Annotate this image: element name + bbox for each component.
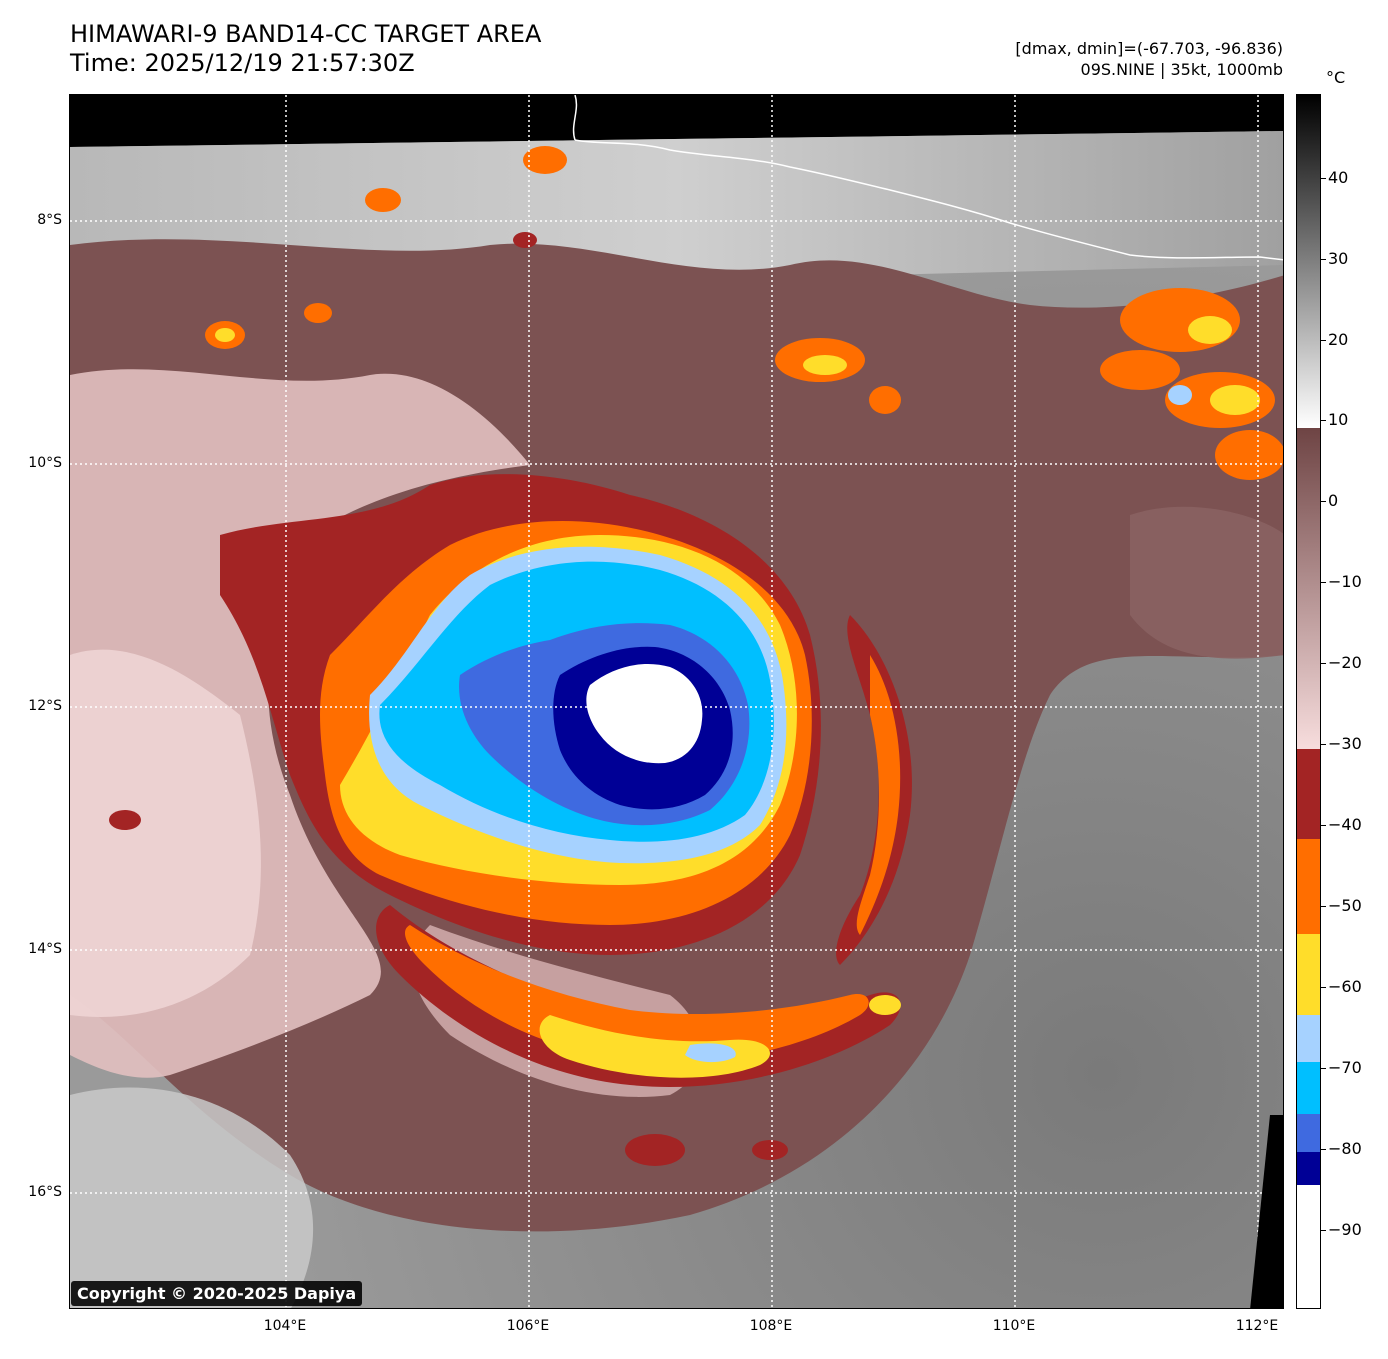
spiral-band-orange xyxy=(405,925,869,1063)
colorbar-tick xyxy=(1321,582,1326,583)
colorbar-tick xyxy=(1321,1230,1326,1231)
northeast-convective-cells xyxy=(775,288,1283,480)
colorbar-label-minus70: −70 xyxy=(1328,1058,1362,1077)
colorbar-navy xyxy=(1297,1152,1320,1185)
lon-label-108e: 108°E xyxy=(749,1318,793,1334)
lat-label-16s: 16°S xyxy=(28,1184,62,1200)
satellite-imagery xyxy=(70,95,1283,1308)
lon-label-104e: 104°E xyxy=(263,1318,307,1334)
east-land-mass xyxy=(1130,506,1283,659)
colorbar-label-0: 0 xyxy=(1328,491,1339,510)
colorbar-label-40: 40 xyxy=(1328,168,1349,187)
storm-info: [dmax, dmin]=(-67.703, -96.836) 09S.NINE… xyxy=(1015,38,1283,80)
colorbar-tick xyxy=(1321,663,1326,664)
colorbar-scale xyxy=(1297,95,1320,1308)
colorbar-unit: °C xyxy=(1326,68,1346,87)
east-band-orange xyxy=(856,655,901,935)
lon-label-106e: 106°E xyxy=(506,1318,550,1334)
colorbar-tick xyxy=(1321,501,1326,502)
map-title: HIMAWARI-9 BAND14-CC TARGET AREA Time: 2… xyxy=(70,20,541,78)
clear-patch-southwest xyxy=(70,1087,314,1308)
east-band-brown xyxy=(836,615,912,965)
satellite-map xyxy=(69,94,1284,1309)
colorbar-brown xyxy=(1297,749,1320,839)
spiral-band-lightblue xyxy=(685,1043,736,1063)
colorbar-tick xyxy=(1321,825,1326,826)
cirrus-pink-west xyxy=(70,649,261,1017)
colorbar-tick xyxy=(1321,259,1326,260)
central-dense-overcast xyxy=(220,474,821,955)
cdo-eye-white xyxy=(586,664,703,764)
colorbar-pink-segment xyxy=(1297,428,1320,749)
coastline xyxy=(574,139,1283,261)
colorbar xyxy=(1296,94,1321,1309)
lat-label-12s: 12°S xyxy=(28,698,62,714)
colorbar-label-minus20: −20 xyxy=(1328,653,1362,672)
colorbar-tick xyxy=(1321,178,1326,179)
colorbar-label-10: 10 xyxy=(1328,410,1349,429)
colorbar-white xyxy=(1297,1185,1320,1308)
colorbar-tick xyxy=(1321,420,1326,421)
colorbar-yellow xyxy=(1297,934,1320,1015)
colorbar-label-minus60: −60 xyxy=(1328,977,1362,996)
colorbar-cyan xyxy=(1297,1062,1320,1114)
colorbar-tick xyxy=(1321,744,1326,745)
dmax-dmin-line: [dmax, dmin]=(-67.703, -96.836) xyxy=(1015,39,1283,58)
title-line-1: HIMAWARI-9 BAND14-CC TARGET AREA xyxy=(70,20,542,48)
colorbar-orange xyxy=(1297,839,1320,934)
colorbar-label-minus30: −30 xyxy=(1328,734,1362,753)
colorbar-label-30: 30 xyxy=(1328,249,1349,268)
no-data-edge xyxy=(1250,1115,1283,1308)
colorbar-tick xyxy=(1321,906,1326,907)
lat-label-14s: 14°S xyxy=(28,941,62,957)
colorbar-label-20: 20 xyxy=(1328,330,1349,349)
colorbar-label-minus10: −10 xyxy=(1328,572,1362,591)
copyright-label: Copyright © 2020-2025 Dapiya xyxy=(71,1281,363,1306)
title-time-line: Time: 2025/12/19 21:57:30Z xyxy=(70,49,415,77)
colorbar-lightblue xyxy=(1297,1015,1320,1062)
lat-label-8s: 8°S xyxy=(37,212,62,228)
lon-label-112e: 112°E xyxy=(1235,1318,1279,1334)
lat-label-10s: 10°S xyxy=(28,455,62,471)
storm-name-line: 09S.NINE | 35kt, 1000mb xyxy=(1080,60,1283,79)
colorbar-royal xyxy=(1297,1114,1320,1152)
lon-label-110e: 110°E xyxy=(992,1318,1036,1334)
northwest-convective-cells xyxy=(109,146,901,1166)
colorbar-label-minus90: −90 xyxy=(1328,1220,1362,1239)
colorbar-label-minus50: −50 xyxy=(1328,896,1362,915)
island-outline xyxy=(572,95,578,141)
colorbar-tick xyxy=(1321,987,1326,988)
colorbar-gray-segment xyxy=(1297,95,1320,428)
colorbar-label-minus40: −40 xyxy=(1328,815,1362,834)
colorbar-label-minus80: −80 xyxy=(1328,1139,1362,1158)
colorbar-tick xyxy=(1321,1149,1326,1150)
colorbar-tick xyxy=(1321,1068,1326,1069)
colorbar-tick xyxy=(1321,340,1326,341)
